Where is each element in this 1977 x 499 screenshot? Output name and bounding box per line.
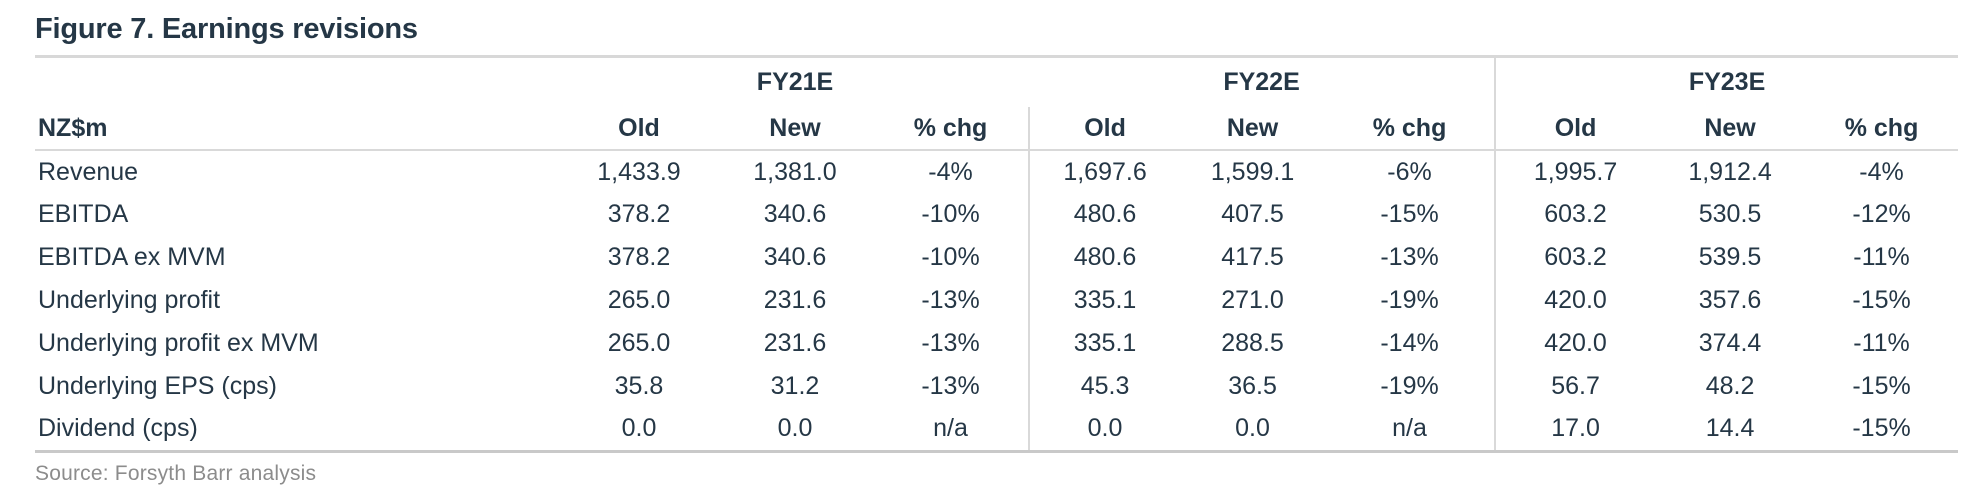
cell: 1,995.7 — [1494, 150, 1656, 193]
cell: 1,697.6 — [1028, 150, 1181, 193]
cell: -14% — [1380, 329, 1439, 357]
cell: n/a — [933, 414, 968, 443]
cell: 271.0 — [1221, 286, 1284, 314]
cell: 0.0 — [1028, 408, 1181, 451]
cell: 340.6 — [763, 243, 827, 271]
cell: 265.0 — [607, 286, 671, 314]
cell: 35.8 — [614, 372, 664, 400]
cell: 539.5 — [1698, 243, 1762, 271]
cell: -19% — [1380, 372, 1439, 400]
cell: 48.2 — [1705, 372, 1755, 400]
cell: 17.0 — [1494, 408, 1656, 451]
column-header-pct-chg: % chg — [873, 107, 1030, 151]
column-header-new: New — [1655, 107, 1806, 151]
cell: -12% — [1852, 200, 1911, 228]
cell: 340.6 — [763, 200, 827, 228]
row-label: EBITDA — [38, 200, 129, 228]
cell: 0.0 — [777, 414, 813, 443]
column-header-pct-chg: % chg — [1325, 107, 1496, 151]
cell: -4% — [1859, 157, 1904, 186]
column-header-new: New — [1180, 107, 1326, 151]
cell: -13% — [1380, 243, 1439, 271]
cell: 378.2 — [607, 200, 671, 228]
cell: 1,381.0 — [753, 157, 837, 186]
row-label: Underlying profit — [38, 286, 221, 314]
cell: 45.3 — [1028, 365, 1181, 408]
column-header-pct-chg: % chg — [1805, 107, 1959, 151]
cell: -13% — [921, 286, 980, 314]
cell: 374.4 — [1698, 329, 1762, 357]
column-header-old: Old — [1028, 107, 1181, 151]
cell: -15% — [1852, 372, 1911, 400]
cell: 530.5 — [1698, 200, 1762, 228]
group-header-row: FY21E FY22E FY23E — [35, 58, 1959, 107]
table-row: EBITDA ex MVM 378.2 340.6 -10% 480.6 417… — [35, 236, 1958, 279]
cell: 1,433.9 — [597, 157, 681, 186]
earnings-revisions-table: FY21E FY22E FY23E NZ$m Old New % chg Old… — [35, 58, 1959, 453]
row-label: Underlying EPS (cps) — [38, 372, 277, 400]
cell: 603.2 — [1494, 236, 1656, 279]
cell: 14.4 — [1705, 414, 1755, 443]
cell: 480.6 — [1028, 193, 1181, 236]
figure-container: Figure 7. Earnings revisions FY21E FY22E… — [35, 0, 1959, 486]
cell: 31.2 — [770, 372, 820, 400]
row-label: Underlying profit ex MVM — [38, 329, 319, 357]
cell: -10% — [921, 200, 980, 228]
column-header-row: NZ$m Old New % chg Old New % chg Old New… — [35, 107, 1959, 151]
cell: -11% — [1853, 329, 1910, 357]
cell: 265.0 — [607, 329, 671, 357]
cell: 231.6 — [763, 329, 827, 357]
cell: n/a — [1392, 414, 1427, 443]
row-label: EBITDA ex MVM — [38, 243, 226, 271]
cell: -15% — [1852, 414, 1911, 443]
cell: 420.0 — [1494, 322, 1656, 365]
table-row: EBITDA 378.2 340.6 -10% 480.6 407.5 -15%… — [35, 193, 1958, 236]
row-label: Dividend (cps) — [38, 414, 198, 443]
cell: -13% — [921, 372, 980, 400]
cell: 420.0 — [1494, 279, 1656, 322]
table-row: Revenue 1,433.9 1,381.0 -4% 1,697.6 1,59… — [35, 150, 1958, 193]
cell: 231.6 — [763, 286, 827, 314]
group-header-fy23e: FY23E — [1494, 58, 1959, 107]
cell: 36.5 — [1228, 372, 1277, 400]
figure-title: Figure 7. Earnings revisions — [35, 13, 418, 45]
table-row: Underlying profit ex MVM 265.0 231.6 -13… — [35, 322, 1958, 365]
cell: 1,912.4 — [1688, 157, 1772, 186]
table-row: Underlying profit 265.0 231.6 -13% 335.1… — [35, 279, 1958, 322]
table-row: Dividend (cps) 0.0 0.0 n/a 0.0 0.0 n/a 1… — [35, 408, 1958, 451]
cell: 335.1 — [1028, 279, 1181, 322]
cell: -15% — [1380, 200, 1439, 228]
cell: 417.5 — [1221, 243, 1284, 271]
cell: -15% — [1852, 286, 1911, 314]
unit-header: NZ$m — [35, 107, 561, 151]
cell: 407.5 — [1221, 200, 1284, 228]
corner-cell — [35, 58, 561, 107]
row-label: Revenue — [38, 157, 139, 186]
cell: -13% — [921, 329, 980, 357]
column-header-new: New — [717, 107, 873, 151]
table-row: Underlying EPS (cps) 35.8 31.2 -13% 45.3… — [35, 365, 1958, 408]
cell: 288.5 — [1221, 329, 1284, 357]
title-divider — [35, 55, 1958, 58]
group-header-fy21e: FY21E — [756, 68, 834, 96]
column-header-old: Old — [561, 107, 717, 151]
cell: -11% — [1853, 243, 1910, 271]
cell: -4% — [928, 157, 973, 186]
cell: 0.0 — [1235, 414, 1270, 443]
cell: 480.6 — [1028, 236, 1181, 279]
column-header-old: Old — [1494, 107, 1656, 151]
cell: 56.7 — [1494, 365, 1656, 408]
cell: 1,599.1 — [1210, 157, 1295, 186]
cell: 378.2 — [607, 243, 671, 271]
cell: 357.6 — [1698, 286, 1762, 314]
cell: 0.0 — [621, 414, 657, 443]
source-note: Source: Forsyth Barr analysis — [35, 461, 317, 485]
cell: -6% — [1387, 157, 1432, 186]
cell: 335.1 — [1028, 322, 1181, 365]
cell: -10% — [921, 243, 980, 271]
cell: -19% — [1380, 286, 1439, 314]
cell: 603.2 — [1494, 193, 1656, 236]
group-header-fy22e: FY22E — [1223, 68, 1300, 96]
